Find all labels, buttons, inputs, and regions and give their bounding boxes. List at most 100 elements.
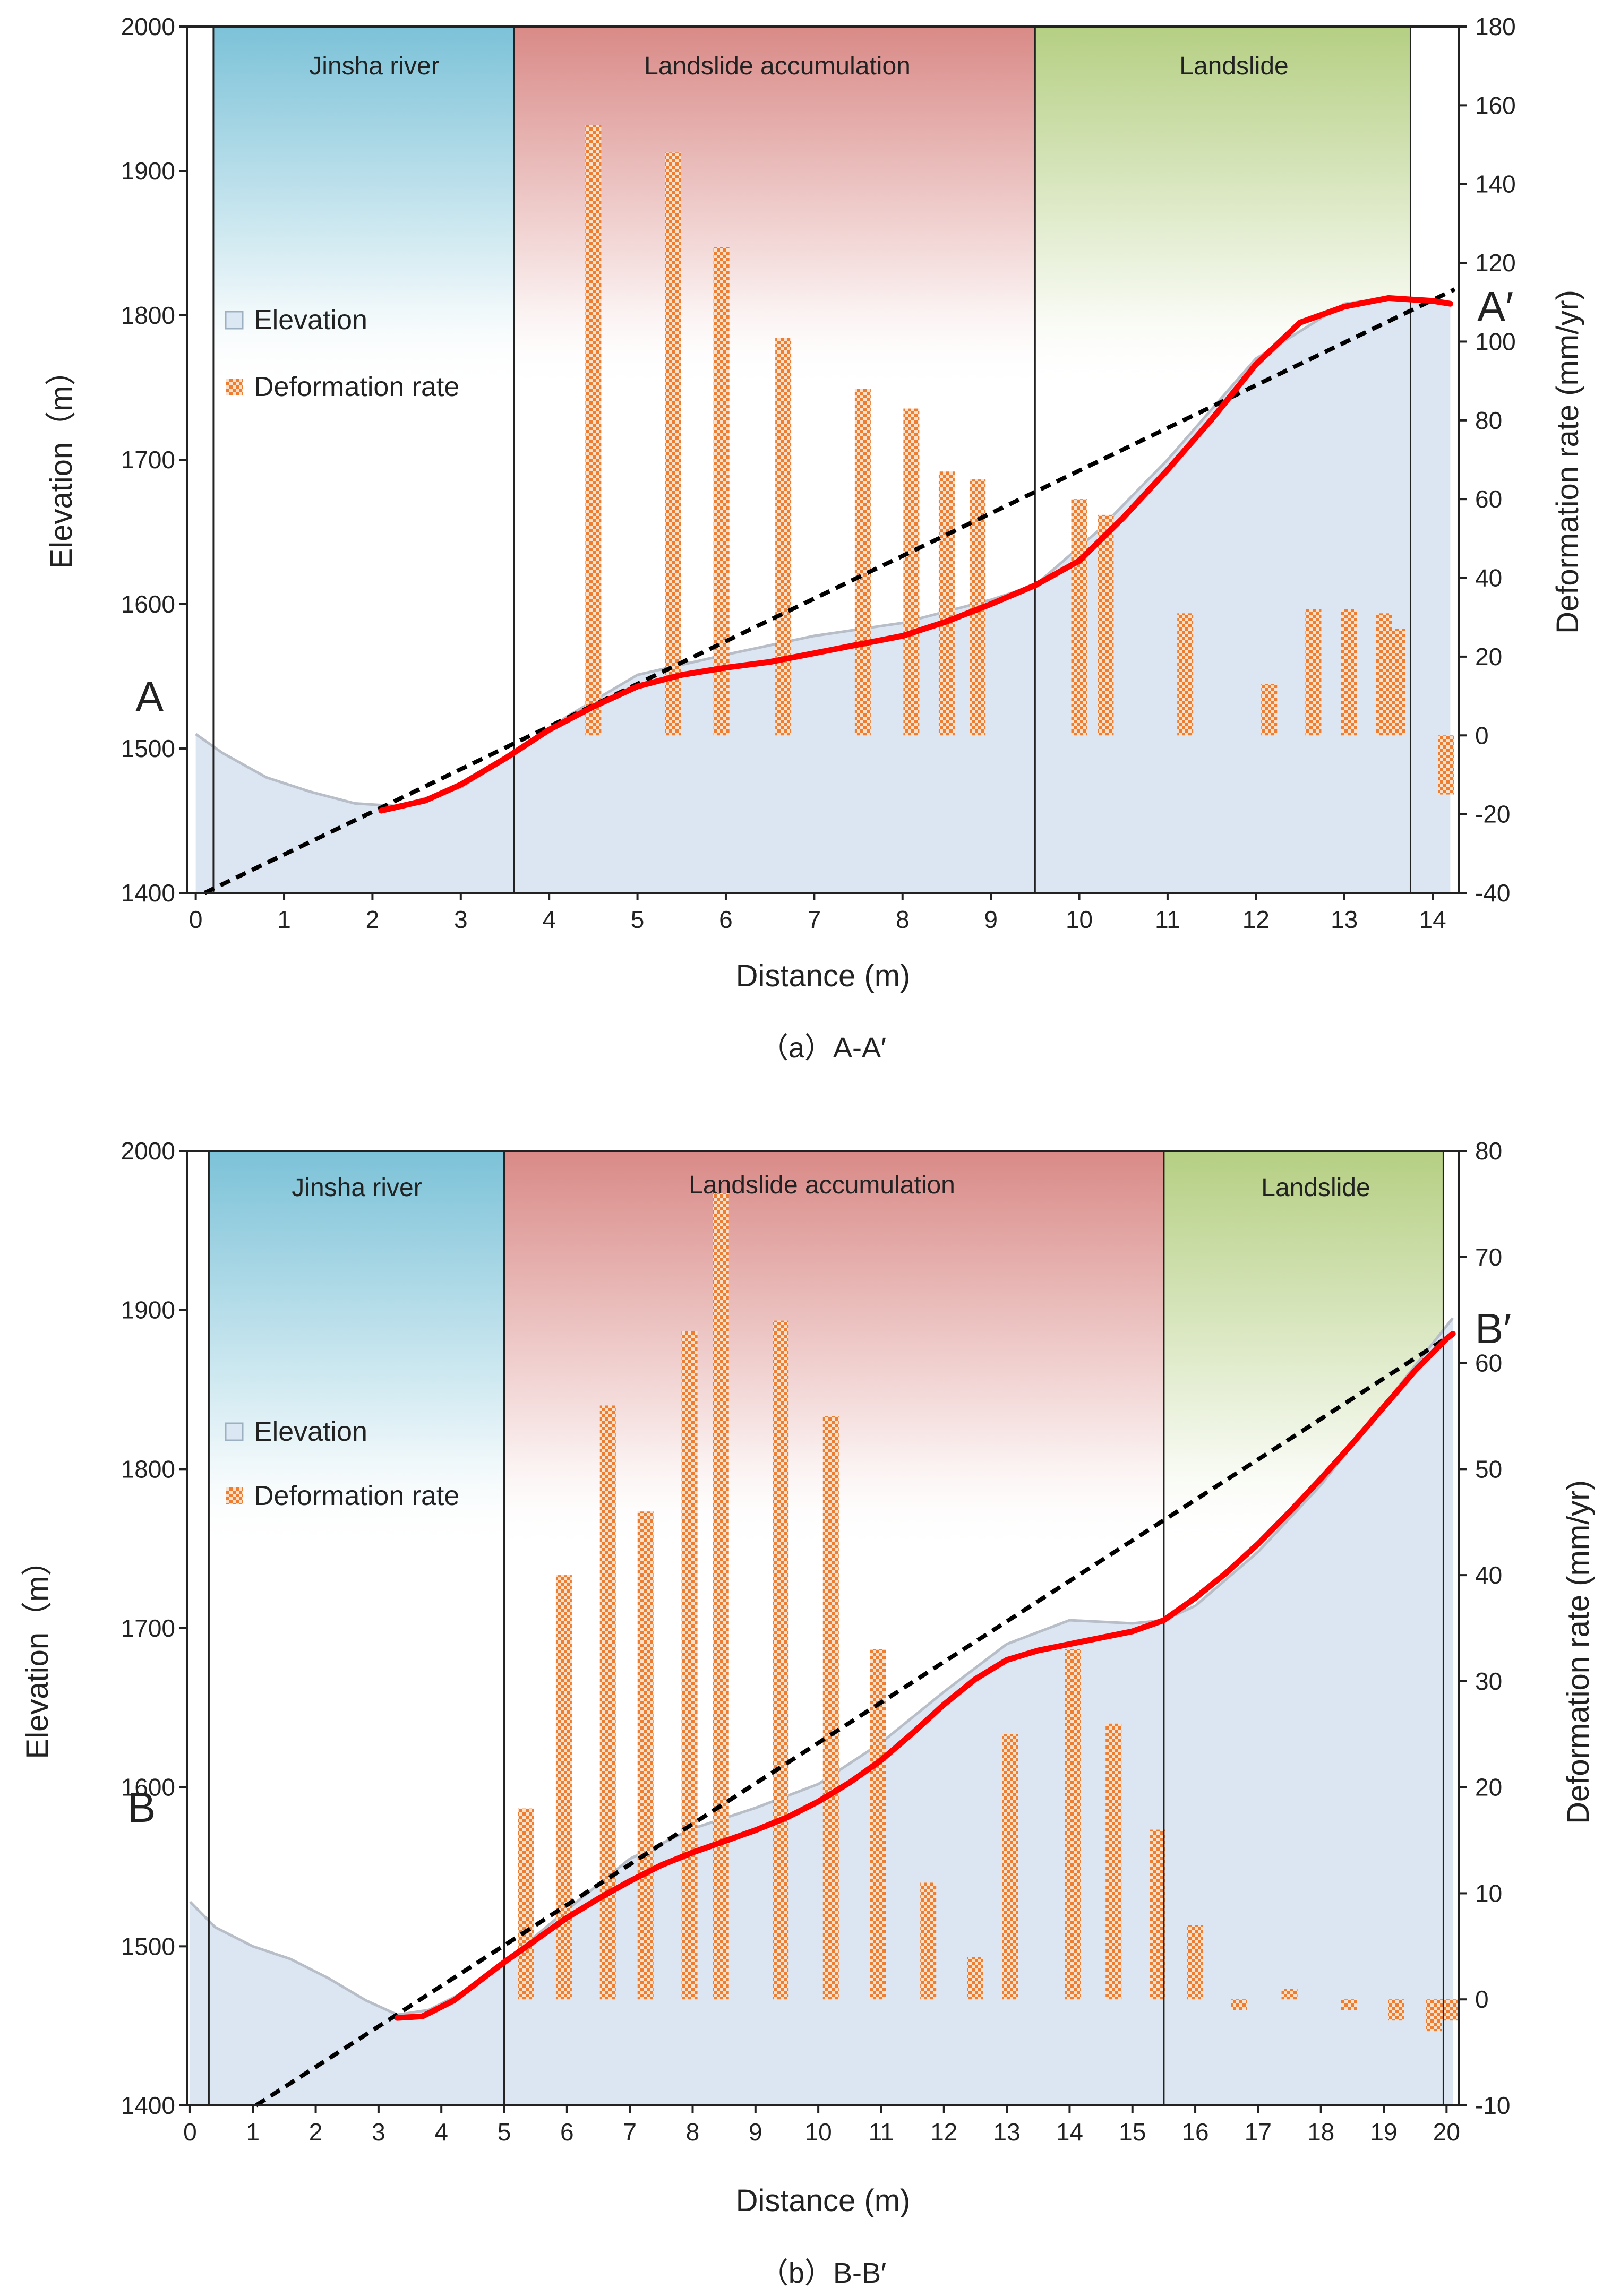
x-tick-label: 9 xyxy=(749,2118,762,2146)
deformation-bar xyxy=(1341,609,1357,736)
zone-label-landslide-accumulation: Landslide accumulation xyxy=(689,1171,955,1199)
endpoint-label-end: B′ xyxy=(1475,1305,1511,1352)
deformation-bar xyxy=(1231,1999,1247,2010)
y-right-tick-label: -40 xyxy=(1475,879,1510,907)
y-right-tick-label: 180 xyxy=(1475,13,1516,40)
x-tick-label: 17 xyxy=(1245,2118,1272,2146)
deformation-bar xyxy=(1438,735,1454,795)
x-tick-label: 0 xyxy=(183,2118,197,2146)
x-tick-label: 11 xyxy=(1155,906,1180,933)
x-tick-label: 19 xyxy=(1370,2118,1397,2146)
y-axis-title-right: Deformation rate (mm/yr) xyxy=(1550,290,1585,634)
zone-band-jinsha-river xyxy=(213,27,514,893)
y-right-tick-label: 10 xyxy=(1475,1879,1502,1907)
legend-label-deformation-rate: Deformation rate xyxy=(254,1481,459,1511)
deformation-bar xyxy=(773,1320,789,2000)
legend: Elevation Deformation rate xyxy=(225,305,459,402)
y-right-tick-label: 100 xyxy=(1475,328,1516,355)
x-tick-label: 5 xyxy=(631,906,645,933)
y-left-tick-label: 1900 xyxy=(121,1296,175,1324)
deformation-bar xyxy=(1261,684,1278,736)
deformation-bar xyxy=(665,152,681,736)
x-tick-label: 8 xyxy=(896,906,910,933)
x-tick-label: 4 xyxy=(542,906,556,933)
deformation-bar xyxy=(585,125,602,736)
endpoint-label-start: A xyxy=(135,673,164,720)
deformation-bar xyxy=(1442,1999,1458,2021)
elevation-outline xyxy=(195,296,1451,808)
y-right-tick-label: 30 xyxy=(1475,1667,1502,1695)
reference-line xyxy=(254,1332,1454,2108)
deformation-bar xyxy=(1098,514,1114,736)
y-right-tick-label: 40 xyxy=(1475,1561,1502,1589)
deformation-bar xyxy=(1305,609,1322,736)
deformation-bar xyxy=(775,338,792,736)
zone-label-landslide-accumulation: Landslide accumulation xyxy=(644,52,911,80)
legend-swatch-elevation xyxy=(225,1422,244,1441)
legend: Elevation Deformation rate xyxy=(225,1416,459,1511)
x-tick-label: 1 xyxy=(246,2118,260,2146)
y-axis-title-right: Deformation rate (mm/yr) xyxy=(1561,1480,1596,1824)
y-left-tick-label: 1800 xyxy=(121,302,175,329)
panel-a: 1400150016001700180019002000-40-20020406… xyxy=(44,13,1585,1064)
y-right-tick-label: -10 xyxy=(1475,2092,1510,2119)
x-tick-label: 10 xyxy=(1066,906,1093,933)
legend-label-elevation: Elevation xyxy=(254,305,367,336)
deformation-bar xyxy=(555,1575,572,2000)
y-right-tick-label: 60 xyxy=(1475,1349,1502,1377)
trend-curve xyxy=(394,1331,1456,2021)
y-left-tick-label: 2000 xyxy=(121,1137,175,1165)
elevation-area xyxy=(190,1318,1453,2105)
deformation-bar xyxy=(1426,1999,1442,2032)
deformation-bar xyxy=(938,471,955,736)
deformation-bar xyxy=(1105,1723,1122,2000)
panel-b: 1400150016001700180019002000-10010203040… xyxy=(20,1137,1596,2289)
legend-swatch-deformation-rate xyxy=(226,1487,243,1504)
y-axis-title-left: Elevation（m） xyxy=(20,1545,55,1759)
deformation-bar xyxy=(822,1416,839,2000)
y-right-tick-label: 120 xyxy=(1475,249,1516,277)
deformation-bar xyxy=(1187,1925,1204,2000)
x-tick-label: 14 xyxy=(1419,906,1446,933)
y-left-tick-label: 1500 xyxy=(121,735,175,762)
y-left-tick-label: 1700 xyxy=(121,1614,175,1642)
zone-label-jinsha-river: Jinsha river xyxy=(309,52,439,80)
x-tick-label: 14 xyxy=(1056,2118,1083,2146)
legend-label-elevation: Elevation xyxy=(254,1416,367,1447)
y-right-tick-label: 20 xyxy=(1475,1774,1502,1801)
deformation-bar xyxy=(967,1957,983,2000)
y-left-tick-label: 1500 xyxy=(121,1932,175,1960)
y-right-tick-label: 80 xyxy=(1475,1137,1502,1165)
legend-swatch-elevation xyxy=(225,311,244,330)
x-tick-label: 2 xyxy=(309,2118,323,2146)
y-left-tick-label: 1600 xyxy=(121,1774,175,1801)
panel-caption: （b）B-B′ xyxy=(760,2257,886,2289)
legend-swatch-deformation-rate xyxy=(226,379,243,395)
deformation-bar xyxy=(637,1511,654,2000)
x-tick-label: 4 xyxy=(434,2118,448,2146)
x-tick-label: 7 xyxy=(623,2118,637,2146)
x-axis-title: Distance (m) xyxy=(736,2183,911,2218)
zone-label-landslide: Landslide xyxy=(1179,52,1289,80)
x-tick-label: 5 xyxy=(498,2118,511,2146)
x-tick-label: 2 xyxy=(366,906,380,933)
deformation-bar xyxy=(713,247,730,736)
x-tick-label: 7 xyxy=(808,906,821,933)
x-tick-label: 6 xyxy=(719,906,733,933)
y-left-tick-label: 1700 xyxy=(121,446,175,474)
x-tick-label: 10 xyxy=(805,2118,832,2146)
x-tick-label: 3 xyxy=(454,906,468,933)
y-left-tick-label: 1400 xyxy=(121,2092,175,2119)
y-right-tick-label: 70 xyxy=(1475,1243,1502,1271)
x-tick-label: 11 xyxy=(869,2118,894,2146)
y-right-tick-label: 140 xyxy=(1475,170,1516,198)
deformation-bar xyxy=(518,1808,534,2000)
y-left-tick-label: 1600 xyxy=(121,590,175,618)
x-tick-label: 15 xyxy=(1119,2118,1146,2146)
legend-label-deformation-rate: Deformation rate xyxy=(254,372,459,402)
y-right-tick-label: 160 xyxy=(1475,91,1516,119)
y-left-tick-label: 2000 xyxy=(121,13,175,40)
deformation-bar xyxy=(681,1331,698,2000)
trend-curve xyxy=(378,295,1453,814)
